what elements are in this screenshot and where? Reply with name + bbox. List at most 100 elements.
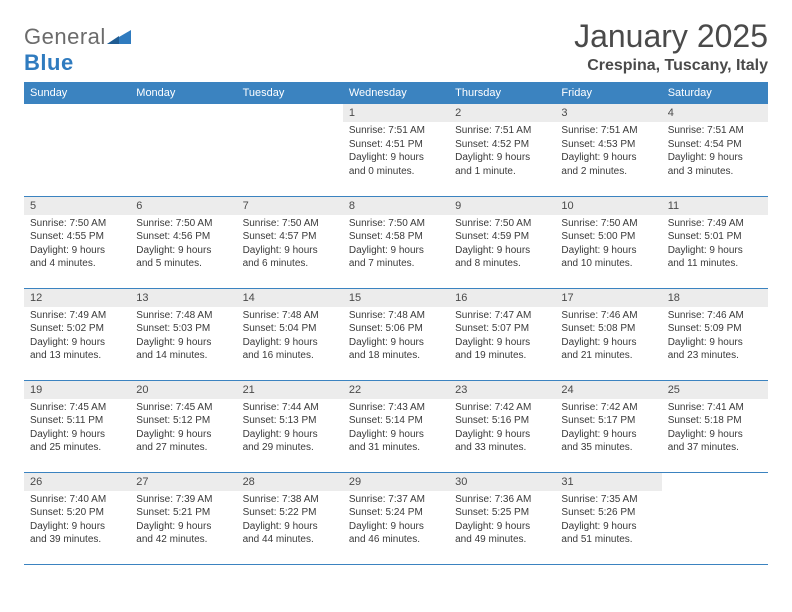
calendar-day-cell: 25Sunrise: 7:41 AMSunset: 5:18 PMDayligh… <box>662 380 768 472</box>
page-title: January 2025 <box>574 18 768 55</box>
day-number: 7 <box>237 197 343 215</box>
day-details: Sunrise: 7:37 AMSunset: 5:24 PMDaylight:… <box>343 491 449 551</box>
day-details: Sunrise: 7:46 AMSunset: 5:09 PMDaylight:… <box>662 307 768 367</box>
calendar-day-cell: 8Sunrise: 7:50 AMSunset: 4:58 PMDaylight… <box>343 196 449 288</box>
day-number: 13 <box>130 289 236 307</box>
day-details: Sunrise: 7:39 AMSunset: 5:21 PMDaylight:… <box>130 491 236 551</box>
calendar-day-cell: 2Sunrise: 7:51 AMSunset: 4:52 PMDaylight… <box>449 104 555 196</box>
calendar-week-row: 5Sunrise: 7:50 AMSunset: 4:55 PMDaylight… <box>24 196 768 288</box>
calendar-day-cell: 12Sunrise: 7:49 AMSunset: 5:02 PMDayligh… <box>24 288 130 380</box>
calendar-day-cell: 28Sunrise: 7:38 AMSunset: 5:22 PMDayligh… <box>237 472 343 564</box>
day-details: Sunrise: 7:50 AMSunset: 4:58 PMDaylight:… <box>343 215 449 275</box>
day-details: Sunrise: 7:50 AMSunset: 4:55 PMDaylight:… <box>24 215 130 275</box>
calendar-day-cell: 23Sunrise: 7:42 AMSunset: 5:16 PMDayligh… <box>449 380 555 472</box>
day-details: Sunrise: 7:45 AMSunset: 5:11 PMDaylight:… <box>24 399 130 459</box>
day-number: 6 <box>130 197 236 215</box>
calendar-day-cell <box>237 104 343 196</box>
calendar-day-cell: 10Sunrise: 7:50 AMSunset: 5:00 PMDayligh… <box>555 196 661 288</box>
day-number: 20 <box>130 381 236 399</box>
day-number: 14 <box>237 289 343 307</box>
day-number: 28 <box>237 473 343 491</box>
day-details: Sunrise: 7:51 AMSunset: 4:53 PMDaylight:… <box>555 122 661 182</box>
day-details: Sunrise: 7:50 AMSunset: 4:57 PMDaylight:… <box>237 215 343 275</box>
logo-triangle-icon <box>107 24 131 42</box>
day-number: 24 <box>555 381 661 399</box>
day-details: Sunrise: 7:50 AMSunset: 4:56 PMDaylight:… <box>130 215 236 275</box>
topbar: General Blue January 2025 Crespina, Tusc… <box>24 18 768 76</box>
calendar-day-cell: 27Sunrise: 7:39 AMSunset: 5:21 PMDayligh… <box>130 472 236 564</box>
logo-text: General Blue <box>24 24 131 76</box>
calendar-day-cell: 26Sunrise: 7:40 AMSunset: 5:20 PMDayligh… <box>24 472 130 564</box>
calendar-body: 1Sunrise: 7:51 AMSunset: 4:51 PMDaylight… <box>24 104 768 564</box>
day-details: Sunrise: 7:42 AMSunset: 5:16 PMDaylight:… <box>449 399 555 459</box>
weekday-header: Monday <box>130 82 236 104</box>
day-number: 19 <box>24 381 130 399</box>
calendar-day-cell: 16Sunrise: 7:47 AMSunset: 5:07 PMDayligh… <box>449 288 555 380</box>
day-number: 2 <box>449 104 555 122</box>
weekday-header: Sunday <box>24 82 130 104</box>
day-number: 29 <box>343 473 449 491</box>
day-details: Sunrise: 7:45 AMSunset: 5:12 PMDaylight:… <box>130 399 236 459</box>
calendar-day-cell: 21Sunrise: 7:44 AMSunset: 5:13 PMDayligh… <box>237 380 343 472</box>
calendar-day-cell: 11Sunrise: 7:49 AMSunset: 5:01 PMDayligh… <box>662 196 768 288</box>
calendar-day-cell: 17Sunrise: 7:46 AMSunset: 5:08 PMDayligh… <box>555 288 661 380</box>
calendar-week-row: 12Sunrise: 7:49 AMSunset: 5:02 PMDayligh… <box>24 288 768 380</box>
day-details: Sunrise: 7:49 AMSunset: 5:02 PMDaylight:… <box>24 307 130 367</box>
day-details: Sunrise: 7:48 AMSunset: 5:06 PMDaylight:… <box>343 307 449 367</box>
logo: General Blue <box>24 24 131 76</box>
weekday-header: Tuesday <box>237 82 343 104</box>
day-details: Sunrise: 7:51 AMSunset: 4:52 PMDaylight:… <box>449 122 555 182</box>
day-number: 30 <box>449 473 555 491</box>
day-number: 18 <box>662 289 768 307</box>
day-details: Sunrise: 7:50 AMSunset: 4:59 PMDaylight:… <box>449 215 555 275</box>
day-details: Sunrise: 7:38 AMSunset: 5:22 PMDaylight:… <box>237 491 343 551</box>
day-number: 22 <box>343 381 449 399</box>
calendar-day-cell: 18Sunrise: 7:46 AMSunset: 5:09 PMDayligh… <box>662 288 768 380</box>
calendar-day-cell: 30Sunrise: 7:36 AMSunset: 5:25 PMDayligh… <box>449 472 555 564</box>
day-number: 4 <box>662 104 768 122</box>
day-number: 15 <box>343 289 449 307</box>
calendar-day-cell: 19Sunrise: 7:45 AMSunset: 5:11 PMDayligh… <box>24 380 130 472</box>
calendar-day-cell: 15Sunrise: 7:48 AMSunset: 5:06 PMDayligh… <box>343 288 449 380</box>
calendar-day-cell: 9Sunrise: 7:50 AMSunset: 4:59 PMDaylight… <box>449 196 555 288</box>
day-details: Sunrise: 7:46 AMSunset: 5:08 PMDaylight:… <box>555 307 661 367</box>
calendar-day-cell: 24Sunrise: 7:42 AMSunset: 5:17 PMDayligh… <box>555 380 661 472</box>
calendar-day-cell: 3Sunrise: 7:51 AMSunset: 4:53 PMDaylight… <box>555 104 661 196</box>
calendar-day-cell: 5Sunrise: 7:50 AMSunset: 4:55 PMDaylight… <box>24 196 130 288</box>
weekday-header-row: SundayMondayTuesdayWednesdayThursdayFrid… <box>24 82 768 104</box>
day-number: 5 <box>24 197 130 215</box>
day-number: 11 <box>662 197 768 215</box>
day-details: Sunrise: 7:48 AMSunset: 5:03 PMDaylight:… <box>130 307 236 367</box>
day-details: Sunrise: 7:47 AMSunset: 5:07 PMDaylight:… <box>449 307 555 367</box>
day-number: 8 <box>343 197 449 215</box>
day-number: 3 <box>555 104 661 122</box>
day-number: 17 <box>555 289 661 307</box>
logo-word-b: Blue <box>24 50 74 75</box>
day-details: Sunrise: 7:41 AMSunset: 5:18 PMDaylight:… <box>662 399 768 459</box>
day-number: 27 <box>130 473 236 491</box>
day-number: 26 <box>24 473 130 491</box>
calendar-day-cell: 6Sunrise: 7:50 AMSunset: 4:56 PMDaylight… <box>130 196 236 288</box>
day-details: Sunrise: 7:44 AMSunset: 5:13 PMDaylight:… <box>237 399 343 459</box>
day-number: 12 <box>24 289 130 307</box>
weekday-header: Wednesday <box>343 82 449 104</box>
calendar-day-cell <box>24 104 130 196</box>
calendar-day-cell: 20Sunrise: 7:45 AMSunset: 5:12 PMDayligh… <box>130 380 236 472</box>
calendar-day-cell: 1Sunrise: 7:51 AMSunset: 4:51 PMDaylight… <box>343 104 449 196</box>
day-details: Sunrise: 7:43 AMSunset: 5:14 PMDaylight:… <box>343 399 449 459</box>
day-number: 31 <box>555 473 661 491</box>
day-details: Sunrise: 7:48 AMSunset: 5:04 PMDaylight:… <box>237 307 343 367</box>
weekday-header: Friday <box>555 82 661 104</box>
calendar-day-cell: 14Sunrise: 7:48 AMSunset: 5:04 PMDayligh… <box>237 288 343 380</box>
day-number: 9 <box>449 197 555 215</box>
page-subtitle: Crespina, Tuscany, Italy <box>574 57 768 75</box>
day-details: Sunrise: 7:51 AMSunset: 4:54 PMDaylight:… <box>662 122 768 182</box>
calendar-week-row: 1Sunrise: 7:51 AMSunset: 4:51 PMDaylight… <box>24 104 768 196</box>
calendar-day-cell: 13Sunrise: 7:48 AMSunset: 5:03 PMDayligh… <box>130 288 236 380</box>
calendar-day-cell <box>662 472 768 564</box>
logo-word-a: General <box>24 24 106 49</box>
calendar-day-cell <box>130 104 236 196</box>
day-details: Sunrise: 7:40 AMSunset: 5:20 PMDaylight:… <box>24 491 130 551</box>
day-details: Sunrise: 7:42 AMSunset: 5:17 PMDaylight:… <box>555 399 661 459</box>
calendar-table: SundayMondayTuesdayWednesdayThursdayFrid… <box>24 82 768 565</box>
